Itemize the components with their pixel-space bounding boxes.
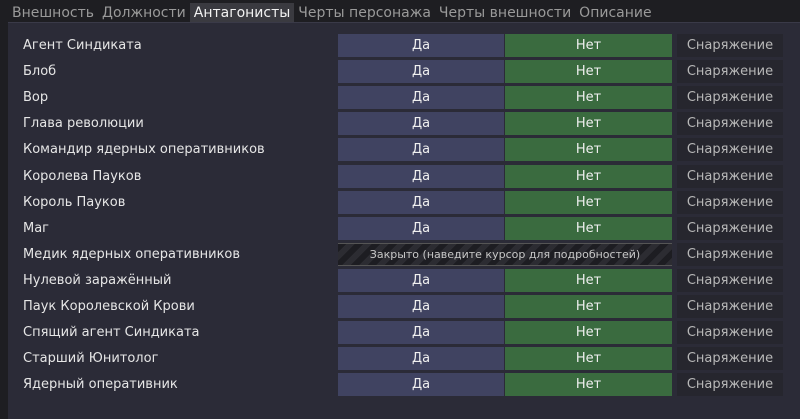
yes-button[interactable]: Да bbox=[338, 138, 504, 162]
no-button[interactable]: Нет bbox=[505, 86, 672, 110]
role-name: Спящий агент Синдиката bbox=[23, 325, 200, 341]
equipment-button[interactable]: Снаряжение bbox=[677, 268, 783, 292]
role-row: Король Пауков Да Нет Снаряжение bbox=[8, 190, 800, 215]
equipment-button[interactable]: Снаряжение bbox=[677, 138, 783, 162]
equipment-button[interactable]: Снаряжение bbox=[677, 86, 783, 110]
role-name: Глава революции bbox=[23, 116, 144, 132]
tab-4[interactable]: Черты внешности bbox=[438, 5, 572, 21]
role-name: Медик ядерных оперативников bbox=[23, 246, 241, 262]
role-row: Глава революции Да Нет Снаряжение bbox=[8, 112, 800, 136]
equipment-button[interactable]: Снаряжение bbox=[677, 190, 783, 214]
equipment-button[interactable]: Снаряжение bbox=[677, 242, 783, 266]
yes-button[interactable]: Да bbox=[338, 190, 504, 214]
role-row: Паук Королевской Крови Да Нет Снаряжение bbox=[8, 295, 800, 319]
yes-button[interactable]: Да bbox=[338, 112, 504, 136]
tab-0[interactable]: Внешность bbox=[12, 5, 95, 21]
tab-1[interactable]: Должности bbox=[102, 5, 186, 21]
no-button[interactable]: Нет bbox=[505, 190, 672, 214]
locked-indicator[interactable]: Закрыто (наведите курсор для подробносте… bbox=[338, 242, 672, 266]
role-name: Агент Синдиката bbox=[23, 38, 142, 53]
yes-button[interactable]: Да bbox=[338, 347, 504, 371]
tab-3[interactable]: Черты персонажа bbox=[298, 5, 431, 21]
no-button[interactable]: Нет bbox=[505, 373, 672, 397]
role-name: Паук Королевской Крови bbox=[23, 299, 195, 314]
yes-button[interactable]: Да bbox=[338, 60, 504, 84]
yes-button[interactable]: Да bbox=[338, 216, 504, 240]
role-name: Старший Юнитолог bbox=[23, 351, 159, 367]
role-row: Маг Да Нет Снаряжение bbox=[8, 216, 800, 241]
no-button[interactable]: Нет bbox=[505, 321, 672, 345]
yes-button[interactable]: Да bbox=[338, 86, 504, 110]
tab-5[interactable]: Описание bbox=[579, 5, 652, 21]
no-button[interactable]: Нет bbox=[505, 347, 672, 371]
no-button[interactable]: Нет bbox=[505, 295, 672, 318]
tab-bar: Внешность Должности Антагонисты Черты персо… bbox=[8, 3, 656, 23]
role-name: Королева Пауков bbox=[23, 168, 142, 184]
equipment-button[interactable]: Снаряжение bbox=[677, 164, 783, 188]
equipment-button[interactable]: Снаряжение bbox=[677, 112, 783, 136]
yes-button[interactable]: Да bbox=[338, 373, 504, 397]
equipment-button[interactable]: Снаряжение bbox=[677, 321, 783, 345]
no-button[interactable]: Нет bbox=[505, 138, 672, 162]
role-row: Вор Да Нет Снаряжение bbox=[8, 86, 800, 110]
role-name: Нулевой заражённый bbox=[23, 272, 172, 288]
role-row: Старший Юнитолог Да Нет Снаряжение bbox=[8, 347, 800, 371]
equipment-button[interactable]: Снаряжение bbox=[677, 34, 783, 57]
role-row: Ядерный оперативник Да Нет Снаряжение bbox=[8, 373, 800, 397]
no-button[interactable]: Нет bbox=[505, 268, 672, 292]
equipment-button[interactable]: Снаряжение bbox=[677, 295, 783, 318]
role-name: Король Пауков bbox=[23, 194, 126, 210]
yes-button[interactable]: Да bbox=[338, 34, 504, 57]
role-row: Королева Пауков Да Нет Снаряжение bbox=[8, 164, 800, 189]
role-name: Командир ядерных оперативников bbox=[23, 142, 265, 158]
equipment-button[interactable]: Снаряжение bbox=[677, 60, 783, 84]
role-row: Блоб Да Нет Снаряжение bbox=[8, 60, 800, 84]
role-name: Вор bbox=[23, 90, 49, 106]
tab-2[interactable]: Антагонисты bbox=[189, 3, 295, 23]
role-name: Ядерный оперативник bbox=[23, 377, 178, 393]
no-button[interactable]: Нет bbox=[505, 164, 672, 188]
role-row: Нулевой заражённый Да Нет Снаряжение bbox=[8, 268, 800, 293]
role-row: Медик ядерных оперативников Закрыто (наве… bbox=[8, 242, 800, 267]
role-row: Спящий агент Синдиката Да Нет Снаряжение bbox=[8, 321, 800, 345]
antagonists-panel: Агент Синдиката Да Нет Снаряжение Блоб Да Нет С… bbox=[8, 22, 800, 419]
no-button[interactable]: Нет bbox=[505, 216, 672, 240]
no-button[interactable]: Нет bbox=[505, 34, 672, 57]
equipment-button[interactable]: Снаряжение bbox=[677, 216, 783, 240]
role-name: Блоб bbox=[23, 64, 57, 80]
role-name: Маг bbox=[23, 220, 50, 236]
yes-button[interactable]: Да bbox=[338, 321, 504, 345]
no-button[interactable]: Нет bbox=[505, 112, 672, 136]
yes-button[interactable]: Да bbox=[338, 164, 504, 188]
yes-button[interactable]: Да bbox=[338, 295, 504, 318]
yes-button[interactable]: Да bbox=[338, 268, 504, 292]
no-button[interactable]: Нет bbox=[505, 60, 672, 84]
equipment-button[interactable]: Снаряжение bbox=[677, 373, 783, 397]
role-row: Командир ядерных оперативников Да Нет Снаря… bbox=[8, 138, 800, 162]
role-row: Агент Синдиката Да Нет Снаряжение bbox=[8, 34, 800, 58]
equipment-button[interactable]: Снаряжение bbox=[677, 347, 783, 371]
